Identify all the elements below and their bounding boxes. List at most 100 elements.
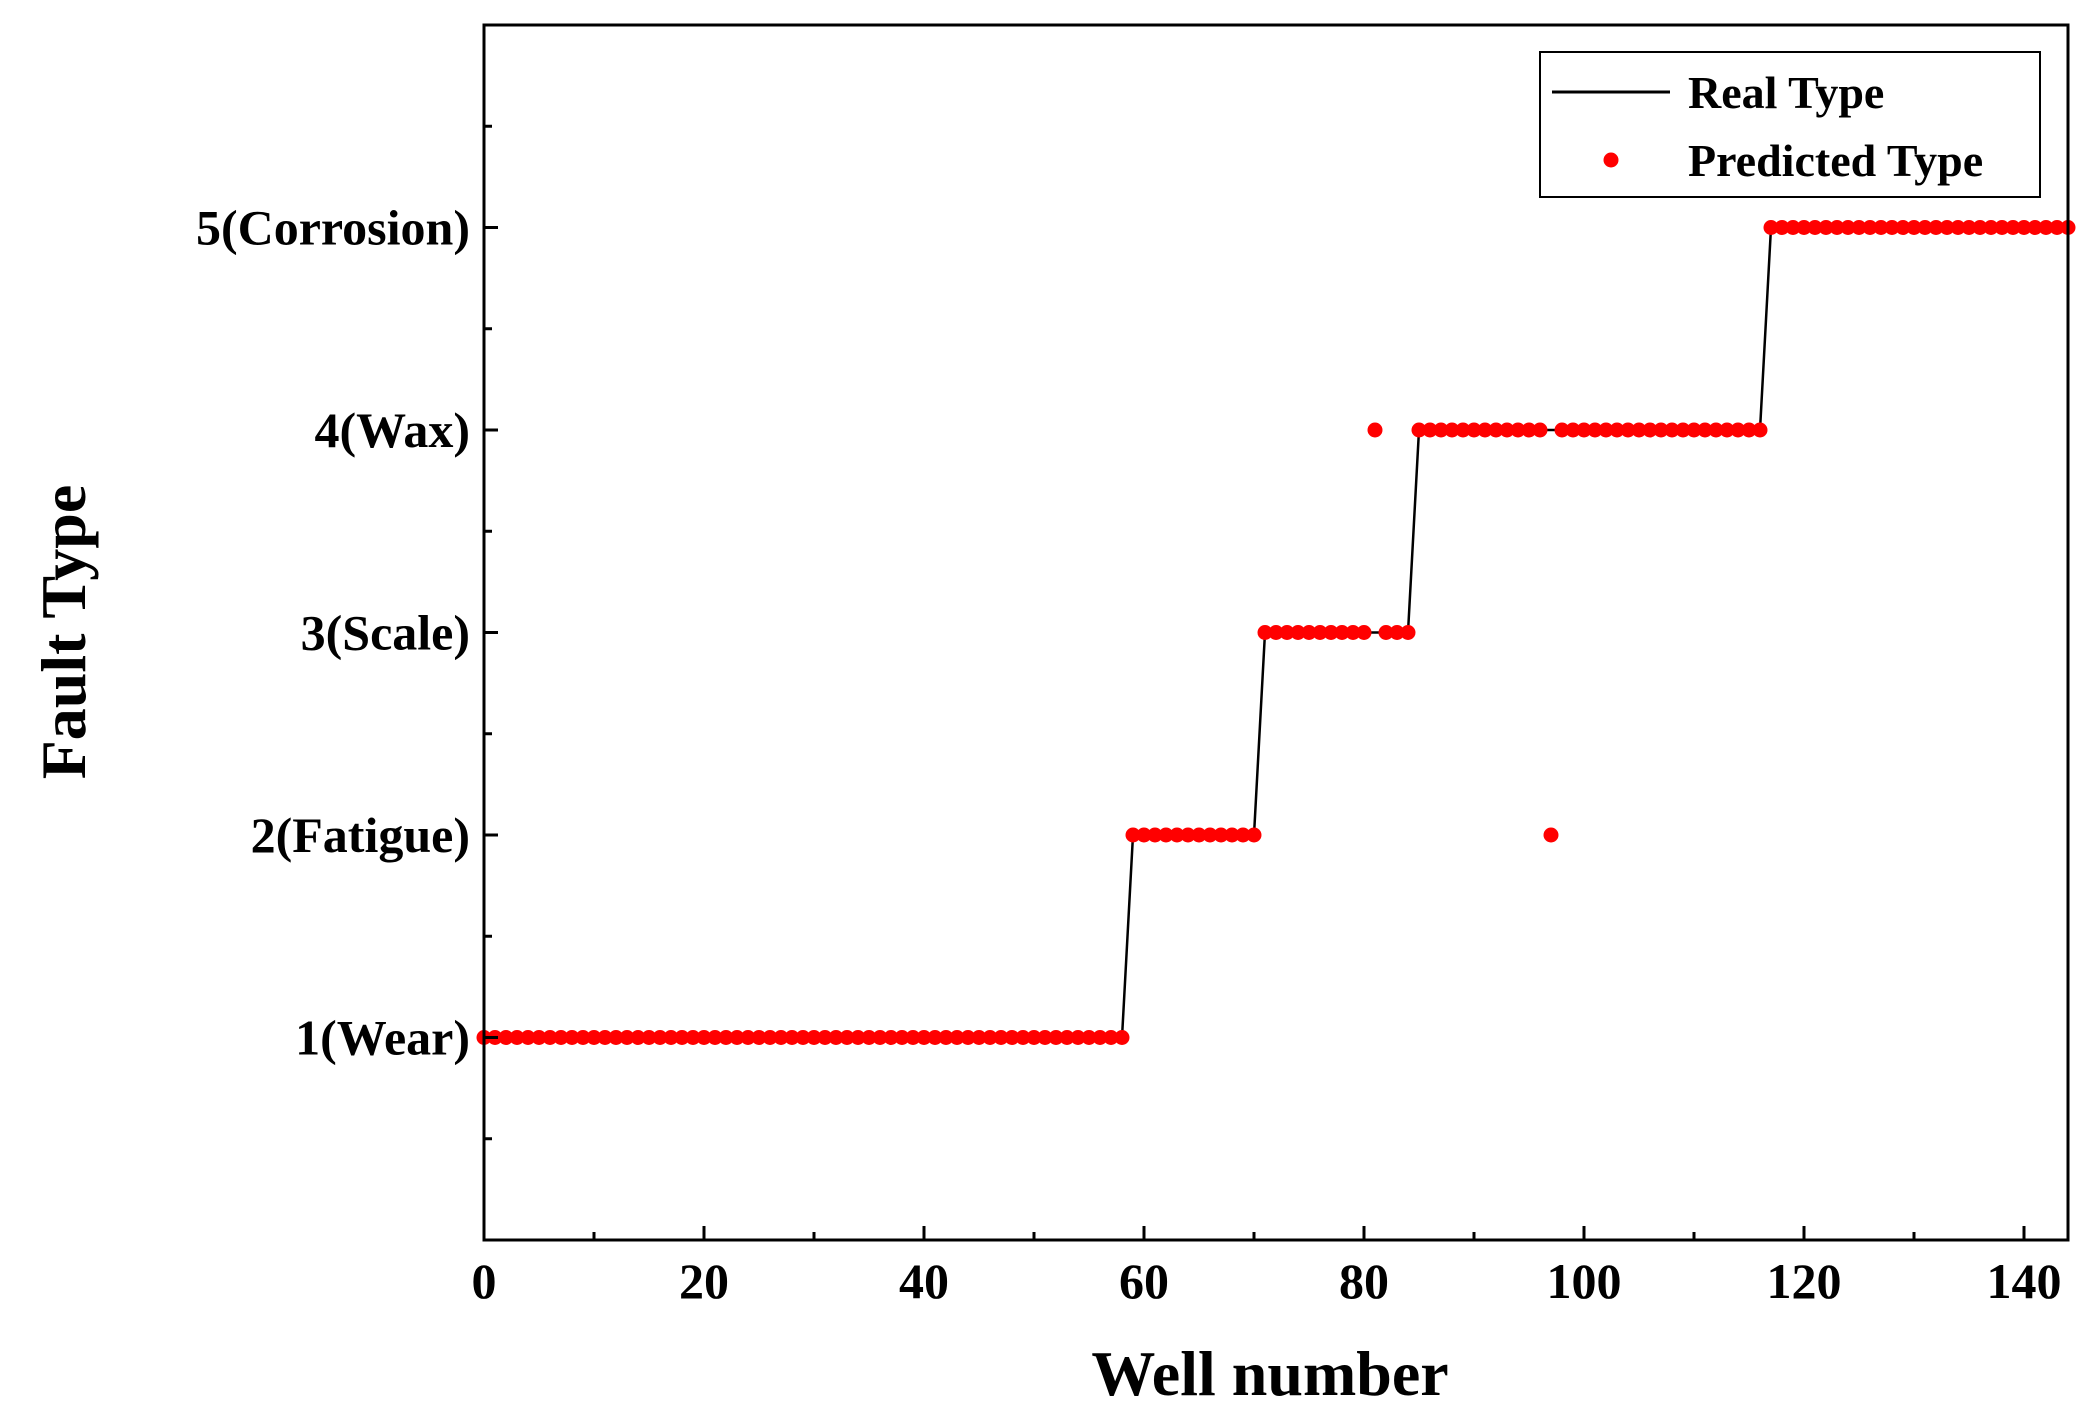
predicted-type-point: [1180, 827, 1196, 843]
predicted-type-point: [619, 1030, 635, 1045]
predicted-type-point: [795, 1030, 811, 1045]
predicted-type-point: [1928, 220, 1944, 235]
y-tick-label: 3(Scale): [301, 605, 470, 661]
predicted-type-point: [894, 1030, 910, 1045]
predicted-type-point: [1763, 220, 1779, 235]
predicted-type-point: [1345, 625, 1361, 640]
predicted-type-point: [1158, 827, 1174, 843]
predicted-type-point: [1950, 220, 1966, 235]
predicted-type-point: [751, 1030, 767, 1045]
axes: 0 20 40 60 80 100 120 140 1(Wear) 2(Fatigue) 3(Sca…: [196, 23, 2070, 1309]
predicted-type-point: [1884, 220, 1900, 235]
predicted-type-point: [1554, 422, 1570, 438]
predicted-type-point: [674, 1030, 690, 1045]
predicted-type-point: [630, 1030, 646, 1045]
predicted-type-point: [520, 1030, 536, 1045]
predicted-type-point: [784, 1030, 800, 1045]
predicted-type-point: [1994, 220, 2010, 235]
predicted-type-point: [872, 1030, 888, 1045]
predicted-type-point: [1653, 422, 1669, 438]
predicted-type-point: [1664, 422, 1680, 438]
predicted-type-point: [1455, 422, 1471, 438]
predicted-type-point: [960, 1030, 976, 1045]
predicted-type-point: [1400, 625, 1416, 640]
predicted-type-point: [1389, 625, 1405, 640]
predicted-type-point: [1675, 422, 1691, 438]
predicted-type-point: [2038, 220, 2054, 235]
predicted-type-point: [1477, 422, 1493, 438]
predicted-type-point: [1829, 220, 1845, 235]
x-tick-label: 60: [1119, 1253, 1169, 1309]
predicted-type-point: [1532, 422, 1548, 438]
predicted-type-point: [1169, 827, 1185, 843]
predicted-type-point: [916, 1030, 932, 1045]
predicted-type-point: [1334, 625, 1350, 640]
predicted-type-point: [586, 1030, 602, 1045]
predicted-type-point: [1279, 625, 1295, 640]
x-tick-label: 100: [1547, 1253, 1622, 1309]
predicted-type-point: [1961, 220, 1977, 235]
y-axis-title: Fault Type: [28, 485, 99, 780]
predicted-type-point: [1895, 220, 1911, 235]
predicted-type-point: [982, 1030, 998, 1045]
predicted-type-point: [718, 1030, 734, 1045]
predicted-type-point: [828, 1030, 844, 1045]
predicted-type-point: [1202, 827, 1218, 843]
y-tick-label: 1(Wear): [295, 1010, 470, 1066]
predicted-type-point: [927, 1030, 943, 1045]
predicted-type-point: [938, 1030, 954, 1045]
predicted-type-point: [1301, 625, 1317, 640]
predicted-type-point: [1708, 422, 1724, 438]
legend-dot-marker: [1603, 152, 1619, 168]
predicted-type-point: [1015, 1030, 1031, 1045]
predicted-type-point: [542, 1030, 558, 1045]
predicted-type-point: [773, 1030, 789, 1045]
y-tick-label: 5(Corrosion): [196, 200, 470, 256]
x-tick-label: 140: [1987, 1253, 2062, 1309]
predicted-type-point: [1620, 422, 1636, 438]
predicted-type-point: [762, 1030, 778, 1045]
predicted-type-point: [1939, 220, 1955, 235]
predicted-type-point: [1785, 220, 1801, 235]
predicted-type-point: [1983, 220, 1999, 235]
predicted-type-point: [1070, 1030, 1086, 1045]
predicted-type-point: [1521, 422, 1537, 438]
predicted-type-point: [1048, 1030, 1064, 1045]
predicted-type-point: [861, 1030, 877, 1045]
predicted-type-point: [663, 1030, 679, 1045]
predicted-type-point: [949, 1030, 965, 1045]
predicted-type-point: [1719, 422, 1735, 438]
y-tick-label: 4(Wax): [314, 402, 470, 458]
predicted-type-point: [1741, 422, 1757, 438]
x-tick-label: 0: [472, 1253, 497, 1309]
predicted-type-point: [509, 1030, 525, 1045]
predicted-type-point: [1125, 827, 1141, 843]
predicted-type-point: [1114, 1030, 1130, 1045]
predicted-type-point: [1488, 422, 1504, 438]
predicted-type-point: [1235, 827, 1251, 843]
predicted-type-point: [1422, 422, 1438, 438]
predicted-type-point: [707, 1030, 723, 1045]
predicted-type-point: [1136, 827, 1152, 843]
predicted-type-point: [850, 1030, 866, 1045]
predicted-type-point: [1378, 625, 1394, 640]
predicted-type-point: [531, 1030, 547, 1045]
predicted-type-point: [1312, 625, 1328, 640]
predicted-type-point: [1774, 220, 1790, 235]
predicted-type-point: [1268, 625, 1284, 640]
predicted-type-series: [476, 220, 2076, 1045]
predicted-type-point: [608, 1030, 624, 1045]
predicted-type-point: [1411, 422, 1427, 438]
predicted-type-point: [1609, 422, 1625, 438]
predicted-type-point: [1873, 220, 1889, 235]
legend: Real Type Predicted Type: [1539, 51, 2041, 198]
predicted-type-point: [1147, 827, 1163, 843]
predicted-type-point: [1642, 422, 1658, 438]
predicted-type-point: [1466, 422, 1482, 438]
predicted-type-point: [1752, 422, 1768, 438]
predicted-type-point: [2049, 220, 2065, 235]
predicted-type-point: [1840, 220, 1856, 235]
predicted-type-point: [1444, 422, 1460, 438]
predicted-type-point: [1092, 1030, 1108, 1045]
